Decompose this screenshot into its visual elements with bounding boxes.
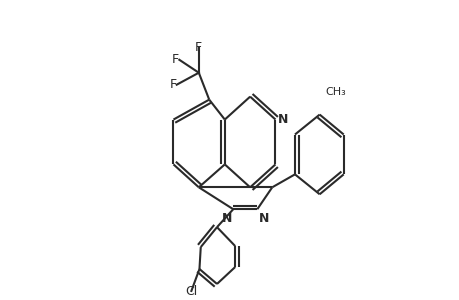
Text: F: F <box>169 78 176 91</box>
Text: CH₃: CH₃ <box>325 87 346 97</box>
Text: Cl: Cl <box>185 285 197 298</box>
Text: N: N <box>221 212 231 225</box>
Text: F: F <box>172 53 179 66</box>
Text: N: N <box>258 212 269 225</box>
Text: N: N <box>277 113 288 126</box>
Text: F: F <box>195 41 202 54</box>
